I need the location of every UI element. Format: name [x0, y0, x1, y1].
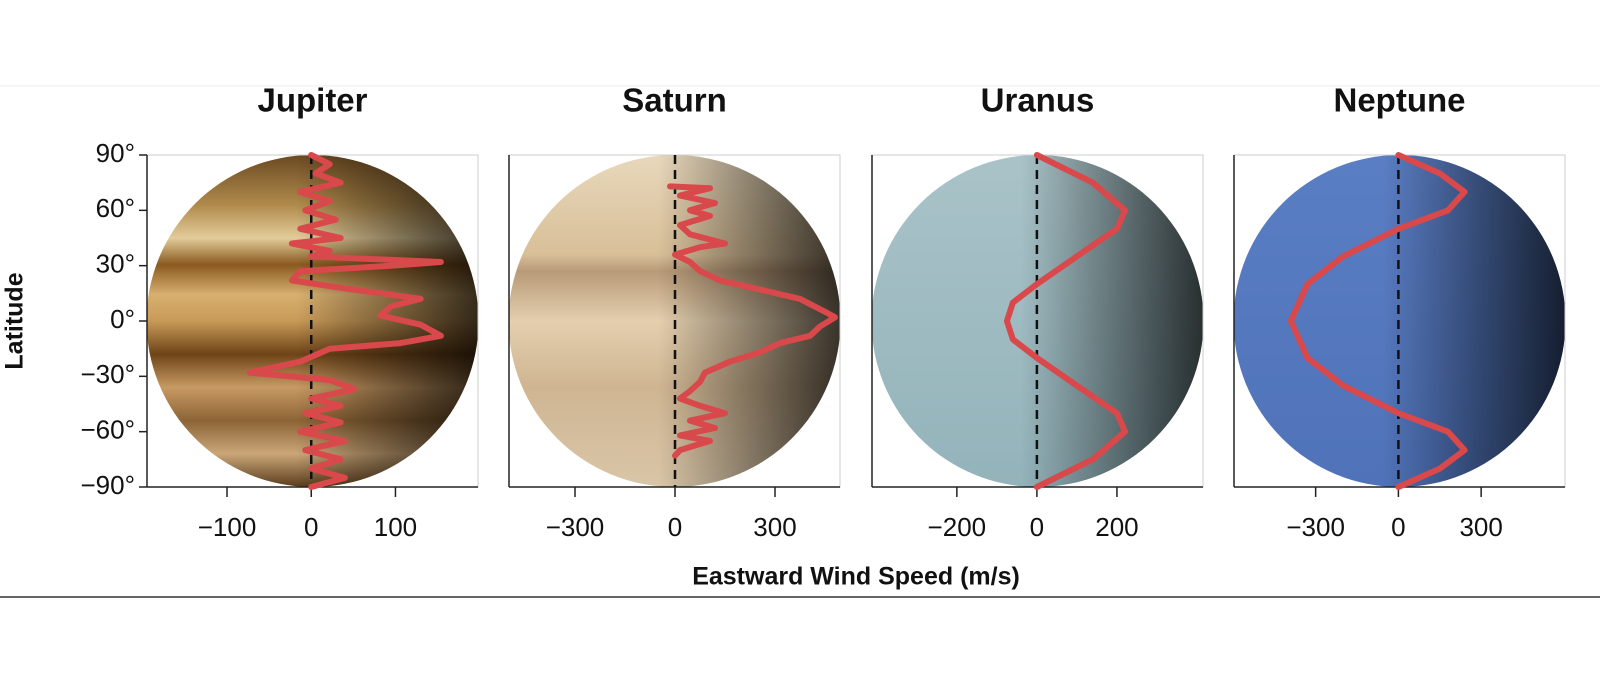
wind-curve — [246, 152, 444, 490]
x-axis-label: Eastward Wind Speed (m/s) — [692, 563, 1020, 591]
y-tick-label: 60° — [96, 193, 135, 223]
y-axis-label: Latitude — [1, 272, 29, 369]
x-tick-label: 0 — [668, 512, 682, 542]
wind-curve — [1287, 152, 1468, 490]
x-tick-label: 300 — [1459, 512, 1502, 542]
x-tick-label: −300 — [1286, 512, 1345, 542]
x-tick-label: 0 — [304, 512, 318, 542]
y-tick-label: 90° — [96, 138, 135, 168]
planet-shade — [146, 155, 479, 487]
x-tick-label: 100 — [374, 512, 417, 542]
x-tick-label: 0 — [1391, 512, 1405, 542]
x-tick-label: −200 — [928, 512, 987, 542]
wind-curve — [667, 183, 838, 459]
x-tick-label: 300 — [753, 512, 796, 542]
y-tick-label: −60° — [80, 415, 135, 445]
y-tick-label: 30° — [96, 249, 135, 279]
panel-title: Neptune — [1334, 82, 1466, 119]
x-tick-label: −100 — [198, 512, 257, 542]
panel-title: Uranus — [981, 82, 1095, 119]
y-tick-label: 0° — [110, 304, 135, 334]
wind-curve — [1003, 152, 1128, 490]
panel-title: Jupiter — [257, 82, 367, 119]
panel-title: Saturn — [622, 82, 727, 119]
x-tick-label: 0 — [1030, 512, 1044, 542]
x-tick-label: −300 — [546, 512, 605, 542]
y-tick-label: −90° — [80, 470, 135, 500]
y-tick-label: −30° — [80, 359, 135, 389]
x-tick-label: 200 — [1095, 512, 1138, 542]
